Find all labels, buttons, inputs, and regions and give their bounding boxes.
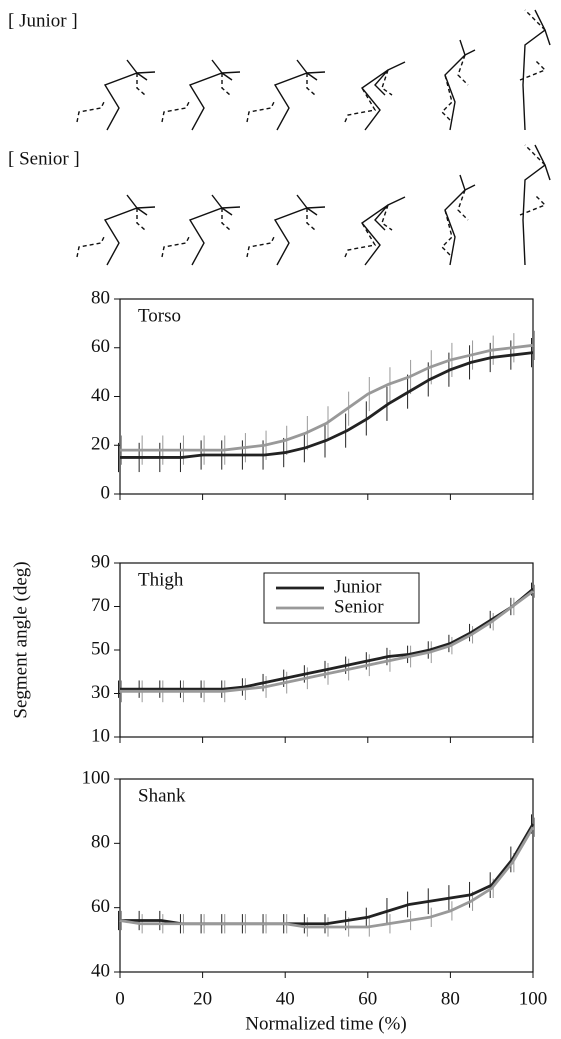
series-line xyxy=(120,823,535,926)
stick-limb xyxy=(360,61,406,131)
stick-limb xyxy=(464,184,476,191)
stick-limb xyxy=(246,234,276,258)
stick-limb xyxy=(136,207,148,216)
stick-limb xyxy=(344,222,377,258)
stick-limb xyxy=(296,59,308,74)
stick-limb xyxy=(136,72,148,81)
stick-limb xyxy=(306,207,318,216)
stick-limb xyxy=(161,99,191,123)
series-line xyxy=(119,826,535,929)
y-tick-label: 20 xyxy=(91,434,110,455)
stick-limb xyxy=(211,59,223,74)
plot-frame xyxy=(119,298,534,495)
x-tick-label: 80 xyxy=(441,988,460,1009)
plot-frame xyxy=(119,778,534,973)
stick-limb xyxy=(221,73,231,96)
stick-limb xyxy=(221,72,233,81)
stick-limb xyxy=(103,71,156,131)
stick-limb xyxy=(457,54,469,86)
x-tick-label: 100 xyxy=(519,988,548,1009)
y-tick-label: 80 xyxy=(91,287,110,308)
stick-limb xyxy=(221,207,233,216)
stick-limb xyxy=(306,73,316,96)
y-tick-label: 40 xyxy=(91,385,110,406)
stick-limb xyxy=(544,29,551,46)
stick-limb xyxy=(76,99,106,123)
stick-limb xyxy=(126,59,138,74)
stick-limb xyxy=(161,234,191,258)
x-axis-label: Normalized time (%) xyxy=(245,1013,406,1034)
stick-limb xyxy=(306,208,316,231)
stick-limb xyxy=(374,204,389,231)
stick-limb xyxy=(221,208,231,231)
stick-figures xyxy=(76,9,551,266)
x-tick-label: 0 xyxy=(115,988,125,1009)
stick-limb xyxy=(188,206,241,266)
stick-limb xyxy=(444,39,466,131)
stick-limb xyxy=(273,206,326,266)
stick-limb xyxy=(296,194,308,209)
stick-limb xyxy=(519,194,547,216)
y-tick-label: 10 xyxy=(91,725,110,746)
panel-title: Torso xyxy=(138,305,181,326)
y-axis-label: Segment angle (deg) xyxy=(10,561,31,718)
stick-limb xyxy=(522,144,546,266)
stick-limb xyxy=(126,194,138,209)
y-tick-label: 60 xyxy=(91,336,110,357)
stick-limb xyxy=(360,196,406,266)
row-label: [ Senior ] xyxy=(8,148,80,169)
stick-limb xyxy=(136,73,146,96)
x-tick-label: 60 xyxy=(358,988,377,1009)
stick-limb xyxy=(211,194,223,209)
y-tick-label: 90 xyxy=(91,551,110,572)
stick-limb xyxy=(136,208,146,231)
series-line xyxy=(120,590,534,693)
row-label: [ Junior ] xyxy=(8,10,78,31)
stick-limb xyxy=(344,87,377,123)
stick-limb xyxy=(188,71,241,131)
stick-limb xyxy=(457,189,469,221)
stick-limb xyxy=(103,206,156,266)
stick-limb xyxy=(273,71,326,131)
stick-limb xyxy=(524,9,546,31)
y-tick-label: 0 xyxy=(101,482,111,503)
legend-label: Junior xyxy=(334,576,382,597)
y-tick-label: 50 xyxy=(91,638,110,659)
legend-box xyxy=(263,572,420,624)
stick-limb xyxy=(522,9,546,131)
y-tick-label: 80 xyxy=(91,832,110,853)
y-tick-label: 30 xyxy=(91,682,110,703)
stick-limb xyxy=(246,99,276,123)
x-tick-label: 20 xyxy=(193,988,212,1009)
series-line xyxy=(120,351,534,459)
stick-limb xyxy=(544,164,551,181)
series-line xyxy=(120,343,534,452)
stick-limb xyxy=(76,234,106,258)
stick-limb xyxy=(444,174,466,266)
panel-title: Thigh xyxy=(138,569,184,590)
panel-title: Shank xyxy=(138,785,186,806)
y-tick-label: 60 xyxy=(91,896,110,917)
y-tick-label: 70 xyxy=(91,595,110,616)
legend-label: Senior xyxy=(334,596,384,617)
stick-limb xyxy=(519,59,547,81)
x-tick-label: 40 xyxy=(276,988,295,1009)
stick-limb xyxy=(306,72,318,81)
y-tick-label: 100 xyxy=(82,767,111,788)
stick-limb xyxy=(464,49,476,56)
stick-limb xyxy=(374,69,389,96)
series-line xyxy=(120,588,534,691)
stick-limb xyxy=(524,144,546,166)
y-tick-label: 40 xyxy=(91,960,110,981)
